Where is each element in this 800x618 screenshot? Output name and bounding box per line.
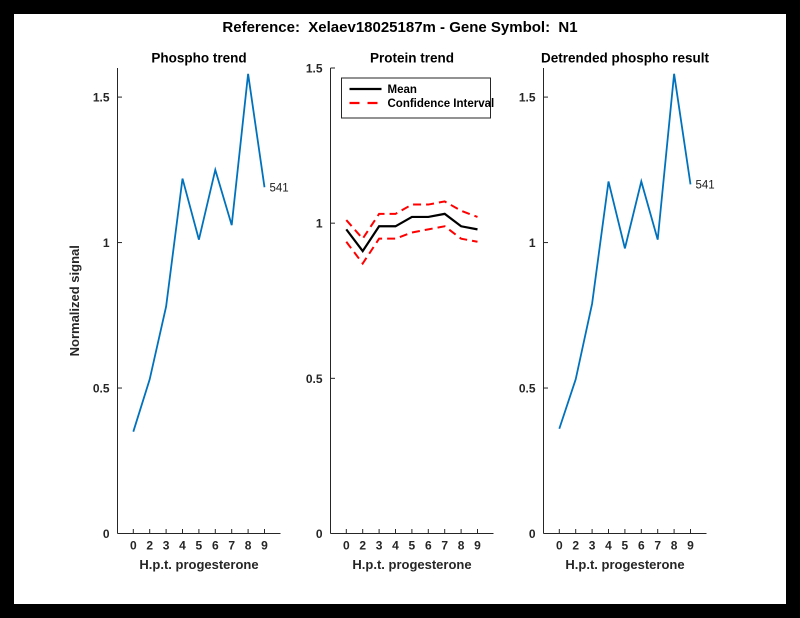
- subplot-3-x-tick-label: 8: [671, 539, 678, 553]
- subplot-1-endpoint-label: 541: [270, 182, 289, 194]
- subplot-2-y-tick-label: 1: [316, 217, 323, 231]
- subplot-1-x-tick-label: 9: [261, 539, 268, 553]
- subplot-1-x-tick-label: 5: [196, 539, 203, 553]
- subplot-3-x-tick-label: 6: [638, 539, 645, 553]
- subplot-2-x-tick-label: 6: [425, 539, 432, 553]
- subplot-1-y-axis-label: Normalized signal: [67, 245, 82, 356]
- subplot-2-x-axis-label: H.p.t. progesterone: [352, 557, 471, 572]
- detrended-phospho-signal-line: [558, 73, 692, 430]
- subplot-1-x-tick-label: 8: [245, 539, 252, 553]
- subplot-2-y-tick-label: 0.5: [306, 372, 323, 386]
- subplot-1-x-tick-label: 0: [130, 539, 137, 553]
- subplot-1-x-tick-label: 4: [179, 539, 186, 553]
- subplot-3-x-tick-label: 9: [687, 539, 694, 553]
- subplot-1-x-tick-label: 2: [146, 539, 153, 553]
- confidence-interval-upper-line: [345, 200, 478, 241]
- subplot-3-endpoint-label: 541: [696, 179, 715, 191]
- subplot-2-x-tick-label: 5: [409, 539, 416, 553]
- subplot-2-x-tick-label: 9: [474, 539, 481, 553]
- phospho-signal-line: [132, 73, 266, 432]
- mean-line: [345, 212, 478, 254]
- subplot-2-legend-box: [341, 77, 491, 119]
- subplot-1-x-tick-label: 3: [163, 539, 170, 553]
- subplot-1-y-tick-label: 0: [103, 527, 110, 541]
- subplot-3-x-tick-label: 2: [572, 539, 579, 553]
- subplot-1-x-tick-label: 7: [228, 539, 235, 553]
- subplot-3-x-tick-label: 7: [654, 539, 661, 553]
- subplot-3-y-tick-label: 1.5: [519, 91, 536, 105]
- subplot-2-title: Protein trend: [370, 51, 454, 66]
- subplot-3-title: Detrended phospho result: [541, 51, 710, 66]
- subplot-2-x-tick-label: 0: [343, 539, 350, 553]
- subplot-1-y-tick-label: 1: [103, 236, 110, 250]
- subplot-3-x-axis-label: H.p.t. progesterone: [565, 557, 684, 572]
- subplot-2-y-tick-label: 1.5: [306, 62, 323, 76]
- subplot-2-y-tick-label: 0: [316, 527, 323, 541]
- subplot-3-y-tick-label: 0.5: [519, 382, 536, 396]
- subplot-3-y-tick-label: 1: [529, 236, 536, 250]
- subplot-2-x-tick-label: 8: [458, 539, 465, 553]
- subplot-3-x-tick-label: 0: [556, 539, 563, 553]
- figure-title: Reference: Xelaev18025187m - Gene Symbol…: [222, 19, 578, 36]
- subplot-3-x-tick-label: 5: [622, 539, 629, 553]
- subplot-3-y-tick-label: 0: [529, 527, 536, 541]
- subplot-2-x-tick-label: 2: [359, 539, 366, 553]
- subplot-2-x-tick-label: 4: [392, 539, 399, 553]
- subplot-1-x-axis-label: H.p.t. progesterone: [139, 557, 258, 572]
- subplot-1-x-tick-label: 6: [212, 539, 219, 553]
- legend-mean-label: Mean: [388, 84, 417, 96]
- legend-confidence-interval-label: Confidence Interval: [388, 98, 495, 110]
- subplot-1-y-tick-label: 0.5: [93, 382, 110, 396]
- subplot-3-x-tick-label: 3: [589, 539, 596, 553]
- subplot-1-y-tick-label: 1.5: [93, 91, 110, 105]
- subplot-1-title: Phospho trend: [151, 51, 246, 66]
- subplot-3-x-tick-label: 4: [605, 539, 612, 553]
- subplot-2-x-tick-label: 7: [441, 539, 448, 553]
- subplot-2-x-tick-label: 3: [376, 539, 383, 553]
